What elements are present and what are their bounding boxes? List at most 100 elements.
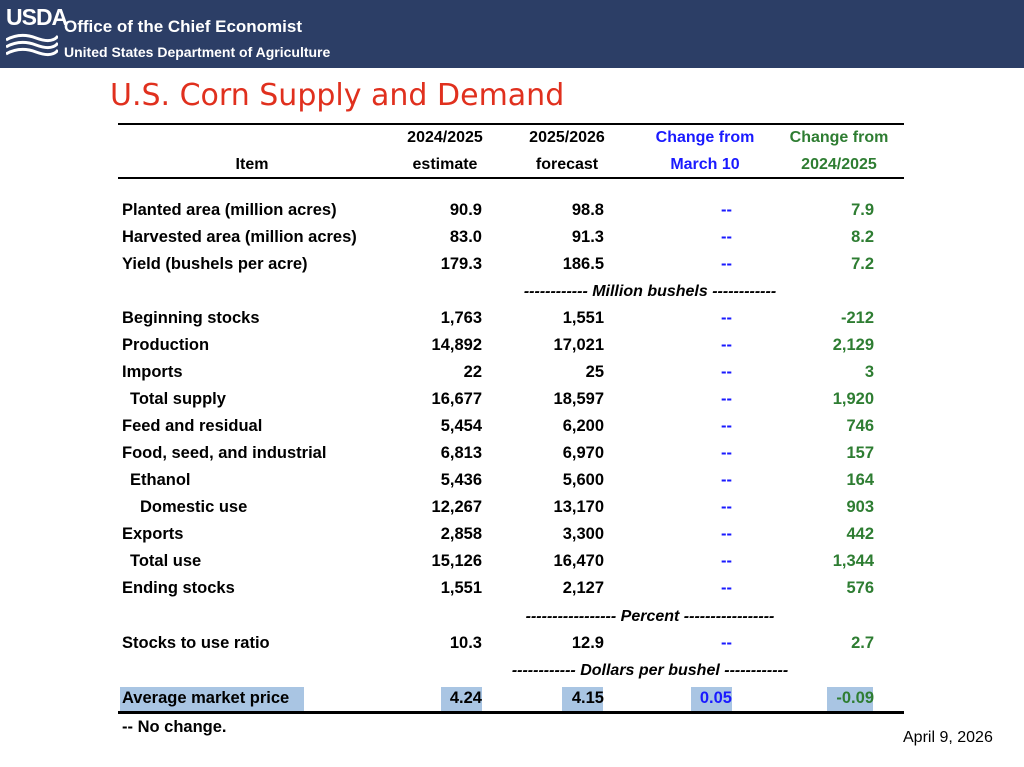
header-change-year-line1: Change from: [789, 129, 889, 146]
value-2024: 4.24: [449, 689, 482, 707]
highlight-v2: [562, 687, 603, 711]
footnote: -- No change.: [122, 718, 227, 736]
row-label: Average market price: [122, 689, 290, 707]
table-row-stocks-to-use: Stocks to use ratio 10.3 12.9 -- 2.7: [118, 630, 904, 657]
change-march: --: [721, 525, 732, 543]
value-2024: 15,126: [431, 552, 482, 570]
value-2024: 5,454: [440, 417, 482, 435]
table-top-rule: [118, 123, 904, 125]
unit-million-bushels: ------------ Million bushels -----------…: [523, 283, 777, 300]
table-row-ethanol: Ethanol 5,436 5,600 -- 164: [118, 467, 904, 494]
highlight-item: [120, 687, 304, 711]
row-label: Planted area (million acres): [122, 201, 337, 219]
change-year: 164: [846, 471, 874, 489]
value-2025: 13,170: [553, 498, 604, 516]
unit-dollars-per-bushel: ------------ Dollars per bushel --------…: [511, 662, 789, 679]
change-march: --: [721, 444, 732, 462]
change-year: 8.2: [851, 228, 874, 246]
change-march: --: [721, 634, 732, 652]
header-change-march-line1: Change from: [655, 129, 755, 146]
value-2024: 12,267: [431, 498, 482, 516]
change-march: --: [721, 552, 732, 570]
change-march: --: [721, 363, 732, 381]
value-2024: 10.3: [449, 634, 482, 652]
table-header-rule: [118, 177, 904, 179]
change-year: 7.2: [851, 255, 874, 273]
value-2025: 1,551: [562, 309, 604, 327]
header-item: Item: [235, 156, 269, 173]
table-row-production: Production 14,892 17,021 -- 2,129: [118, 332, 904, 359]
usda-hills-icon: [6, 33, 58, 57]
header-change-march-line2: March 10: [670, 156, 740, 173]
table-row-harvested-area: Harvested area (million acres) 83.0 91.3…: [118, 224, 904, 251]
change-march: --: [721, 336, 732, 354]
change-year: 746: [846, 417, 874, 435]
row-label: Harvested area (million acres): [122, 228, 357, 246]
change-year: -212: [840, 309, 874, 327]
row-label: Yield (bushels per acre): [122, 255, 308, 273]
change-march: --: [721, 201, 732, 219]
table-row-domestic-use: Domestic use 12,267 13,170 -- 903: [118, 494, 904, 521]
row-label: Imports: [122, 363, 183, 381]
header-col1-line1: 2024/2025: [407, 129, 483, 146]
highlight-v1: [441, 687, 482, 711]
table-bottom-rule: [118, 711, 904, 714]
row-label: Total supply: [130, 390, 226, 408]
change-march: --: [721, 417, 732, 435]
change-year: 7.9: [851, 201, 874, 219]
row-label: Domestic use: [140, 498, 248, 516]
change-march: --: [721, 255, 732, 273]
value-2024: 83.0: [449, 228, 482, 246]
value-2025: 186.5: [562, 255, 604, 273]
change-march: --: [721, 579, 732, 597]
value-2024: 22: [463, 363, 482, 381]
change-year: -0.09: [836, 689, 874, 707]
value-2024: 6,813: [440, 444, 482, 462]
change-year: 1,920: [832, 390, 874, 408]
value-2025: 4.15: [571, 689, 604, 707]
change-march: --: [721, 309, 732, 327]
value-2025: 3,300: [562, 525, 604, 543]
header-col2-line1: 2025/2026: [529, 129, 605, 146]
row-label: Beginning stocks: [122, 309, 260, 327]
change-year: 1,344: [832, 552, 874, 570]
change-year: 2,129: [832, 336, 874, 354]
office-name: Office of the Chief Economist: [64, 17, 303, 36]
row-label: Ending stocks: [122, 579, 235, 597]
value-2024: 5,436: [440, 471, 482, 489]
table-row-planted-area: Planted area (million acres) 90.9 98.8 -…: [118, 197, 904, 224]
table-row-beginning-stocks: Beginning stocks 1,763 1,551 -- -212: [118, 305, 904, 332]
value-2025: 5,600: [562, 471, 604, 489]
change-march: --: [721, 390, 732, 408]
value-2024: 1,551: [440, 579, 482, 597]
change-year: 3: [864, 363, 874, 381]
table-row-food-seed-industrial: Food, seed, and industrial 6,813 6,970 -…: [118, 440, 904, 467]
table-row-imports: Imports 22 25 -- 3: [118, 359, 904, 386]
value-2024: 1,763: [440, 309, 482, 327]
value-2025: 2,127: [562, 579, 604, 597]
page-title: U.S. Corn Supply and Demand: [110, 78, 565, 113]
release-date: April 9, 2026: [903, 729, 993, 746]
change-march: 0.05: [699, 689, 732, 707]
header-col1-line2: estimate: [412, 156, 478, 173]
department-name: United States Department of Agriculture: [64, 44, 331, 60]
unit-percent: ----------------- Percent --------------…: [525, 608, 775, 625]
change-march: --: [721, 471, 732, 489]
row-label: Food, seed, and industrial: [122, 444, 327, 462]
row-label: Total use: [130, 552, 202, 570]
value-2025: 98.8: [571, 201, 604, 219]
value-2025: 12.9: [571, 634, 604, 652]
row-label: Ethanol: [130, 471, 191, 489]
table-row-feed-residual: Feed and residual 5,454 6,200 -- 746: [118, 413, 904, 440]
value-2025: 6,970: [562, 444, 604, 462]
value-2025: 17,021: [553, 336, 604, 354]
change-march: --: [721, 498, 732, 516]
row-label: Production: [122, 336, 210, 354]
table-row-average-market-price: Average market price 4.24 4.15 0.05 -0.0…: [118, 685, 904, 712]
change-year: 903: [846, 498, 874, 516]
usda-logo: USDA: [6, 4, 68, 64]
header-change-year-line2: 2024/2025: [801, 156, 877, 173]
value-2024: 16,677: [431, 390, 482, 408]
value-2025: 18,597: [553, 390, 604, 408]
change-march: --: [721, 228, 732, 246]
